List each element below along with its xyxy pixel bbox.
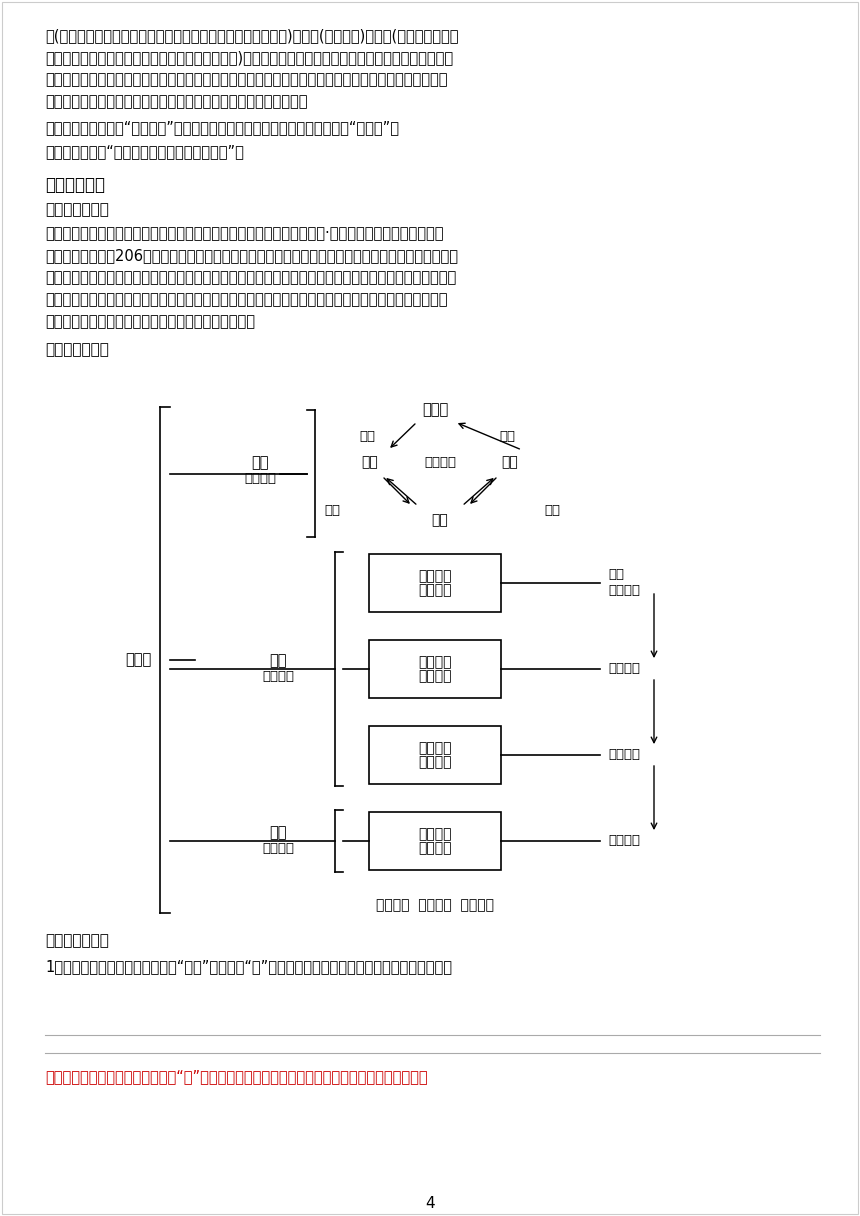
Bar xyxy=(369,726,501,784)
Text: 泄密: 泄密 xyxy=(544,503,560,517)
Text: 内部紧张: 内部紧张 xyxy=(608,663,640,676)
Text: 告密: 告密 xyxy=(359,429,375,443)
Text: 《鸿门孴》是汉代史学家、文学家司马迁创作的史传文，出自《史记·项羽本纪》。文章叙述的是秦: 《鸿门孴》是汉代史学家、文学家司马迁创作的史传文，出自《史记·项羽本纪》。文章叙… xyxy=(45,226,444,241)
Text: 项羽不应: 项羽不应 xyxy=(418,669,452,683)
Text: 项伯: 项伯 xyxy=(432,513,448,527)
Text: 传(记重要人物的言行事迹，主要叙人臣，其中最后一篇为自序)、十表(大事年表)、八书(记各种典章制度: 传(记重要人物的言行事迹，主要叙人臣，其中最后一篇为自序)、十表(大事年表)、八… xyxy=(45,28,458,43)
Text: 樊哙闯帐: 樊哙闯帐 xyxy=(418,827,452,841)
Text: （铺垫）: （铺垫） xyxy=(244,472,276,485)
Text: 项伯推荐: 项伯推荐 xyxy=(418,582,452,597)
Text: 双方缓和: 双方缓和 xyxy=(608,834,640,848)
Text: 三、文本鉴赏: 三、文本鉴赏 xyxy=(45,176,105,195)
Text: 双方缓和: 双方缓和 xyxy=(608,585,640,597)
Text: 刘邦脱身  张良谢罪  诛杀内奸: 刘邦脱身 张良谢罪 诛杀内奸 xyxy=(376,897,494,912)
Text: 被鲁迅誉为“史家之绝唱，无韵之《离骚》”。: 被鲁迅誉为“史家之绝唱，无韵之《离骚》”。 xyxy=(45,143,244,159)
Text: 以项羽受璧、曹无伤被诛终，按项羽是否发动进攻、刘邦能否安然逃席两个问题逐层展开故事。情节跄趕: 以项羽受璧、曹无伤被诛终，按项羽是否发动进攻、刘邦能否安然逃席两个问题逐层展开故… xyxy=(45,292,447,306)
Text: 诛杀: 诛杀 xyxy=(499,429,515,443)
Text: 朝灭亡后（公元前206年）两支抗秦军队的领袖项羽和刘邦在秦朝都城咏阳郊外的鸿门举行的一次孴会。: 朝灭亡后（公元前206年）两支抗秦军队的领袖项羽和刘邦在秦朝都城咏阳郊外的鸿门举… xyxy=(45,248,458,263)
Text: 许诺结交: 许诺结交 xyxy=(424,456,456,468)
Text: 劝说: 劝说 xyxy=(324,503,340,517)
Text: 《史记》被列为“二十四史”之首，与《汉书》《后汉书》《三国志》合称“前四史”。: 《史记》被列为“二十四史”之首，与《汉书》《后汉书》《三国志》合称“前四史”。 xyxy=(45,120,399,135)
Text: 范增示玦: 范增示玦 xyxy=(418,655,452,669)
Text: 曹无伤: 曹无伤 xyxy=(422,402,448,417)
Text: （二）文脉梗理: （二）文脉梗理 xyxy=(45,342,109,358)
Bar xyxy=(369,640,501,698)
Text: 而且对此后的纪传体史书影响很深，历朝正史皆采用这种体裁撰写。: 而且对此后的纪传体史书影响很深，历朝正史皆采用这种体裁撰写。 xyxy=(45,94,308,109)
Text: 项羽礼遇: 项羽礼遇 xyxy=(418,841,452,855)
Text: 宴前: 宴前 xyxy=(251,455,268,471)
Text: 就矛盾的焦点而言，天下虽大，但“王”只有一个；就力量对比而言，项羽占有绝对优势，何况秦军: 就矛盾的焦点而言，天下虽大，但“王”只有一个；就力量对比而言，项羽占有绝对优势，… xyxy=(45,1069,427,1083)
Text: （一）整体感知: （一）整体感知 xyxy=(45,202,109,216)
Text: 4: 4 xyxy=(425,1197,435,1211)
Bar xyxy=(369,554,501,612)
Text: 起伏，形象生动鲜明，组织周密严谨，语言精练优美。: 起伏，形象生动鲜明，组织周密严谨，语言精练优美。 xyxy=(45,314,255,330)
Text: 宴中: 宴中 xyxy=(269,653,286,669)
Text: 宴后: 宴后 xyxy=(269,826,286,840)
Text: 项伯身蔽: 项伯身蔽 xyxy=(418,755,452,769)
Text: 刘邦谢罪: 刘邦谢罪 xyxy=(418,569,452,582)
Text: 鸿门宴: 鸿门宴 xyxy=(126,653,152,668)
Text: 项庄舞剑: 项庄舞剑 xyxy=(418,741,452,755)
Text: 1．项羽接获曹无伤的密报，当即“大怒”，这一个“怒”字内涵相当丰富。请说说其中包含了哪些内容。: 1．项羽接获曹无伤的密报，当即“大怒”，这一个“怒”字内涵相当丰富。请说说其中包… xyxy=(45,959,452,974)
Text: 矛盾: 矛盾 xyxy=(608,569,624,581)
Text: 全文以刘邦赴项营请罪为核心，连同赴营以前和逃席以后分为三个部分，以曹无伤告密、项羽决定进攻始，: 全文以刘邦赴项营请罪为核心，连同赴营以前和逃席以后分为三个部分，以曹无伤告密、项… xyxy=(45,270,457,285)
Text: 《淮南子》多三十九万五千余字，比《吕氏春秋》多二十八万八千余字。《史记》规模巨大，体系完备，: 《淮南子》多三十九万五千余字，比《吕氏春秋》多二十八万八千余字。《史记》规模巨大… xyxy=(45,72,447,88)
Text: 内部紧张: 内部紧张 xyxy=(608,749,640,761)
Bar xyxy=(369,812,501,869)
Text: 刘邦: 刘邦 xyxy=(501,455,519,469)
Text: （结尾）: （结尾） xyxy=(262,843,294,856)
Text: 记礼、乐、音律、历法、天文、封禪、水利、财用)。《史记》共一百三十篇，五十二万六千五百余字，比: 记礼、乐、音律、历法、天文、封禪、水利、财用)。《史记》共一百三十篇，五十二万六… xyxy=(45,50,453,64)
Text: 项羽: 项羽 xyxy=(361,455,378,469)
Text: （高潮）: （高潮） xyxy=(262,670,294,683)
Text: （三）文本探究: （三）文本探究 xyxy=(45,933,109,948)
